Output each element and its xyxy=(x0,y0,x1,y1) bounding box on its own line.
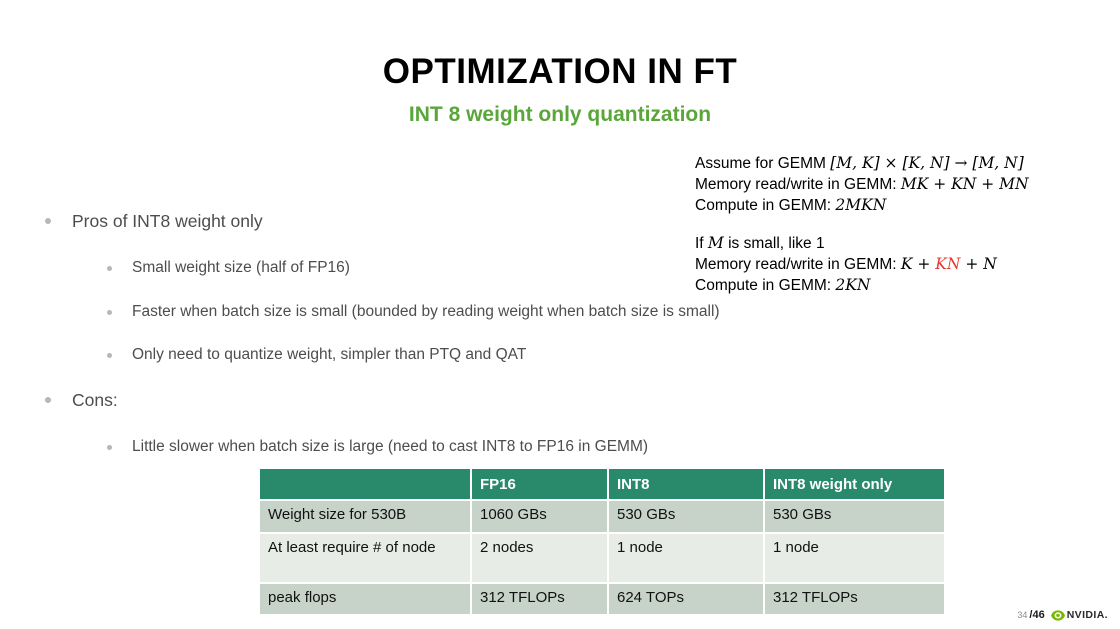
math-line: Assume for GEMM [M, K] × [K, N] → [M, N] xyxy=(695,153,1029,174)
bullet-text: Pros of INT8 weight only xyxy=(72,211,263,231)
page-number-current: 34 xyxy=(1017,610,1028,620)
math-line-text: Assume for GEMM xyxy=(695,155,831,172)
math-expression: 2MKN xyxy=(835,196,887,214)
table-cell: 312 TFLOPs xyxy=(470,582,609,616)
bullet-item: Faster when batch size is small (bounded… xyxy=(107,302,720,322)
table-header-row: FP16 INT8 INT8 weight only xyxy=(258,467,946,501)
math-expression: MK + KN + MN xyxy=(900,175,1029,193)
math-line-text: is small, like 1 xyxy=(723,235,825,252)
math-notes-block: Assume for GEMM [M, K] × [K, N] → [M, N]… xyxy=(695,153,1029,296)
math-line-text: Compute in GEMM: xyxy=(695,197,836,214)
bullet-item: Only need to quantize weight, simpler th… xyxy=(107,345,526,365)
column-header-fp16: FP16 xyxy=(470,467,609,501)
row-label: Weight size for 530B xyxy=(258,499,472,534)
math-line: Memory read/write in GEMM: K + KN + N xyxy=(695,254,1029,275)
table-cell: 1060 GBs xyxy=(470,499,609,534)
nvidia-logo: NVIDIA. xyxy=(1050,609,1108,621)
math-line: Memory read/write in GEMM: MK + KN + MN xyxy=(695,174,1029,195)
page-title: OPTIMIZATION IN FT xyxy=(382,52,738,91)
row-label: peak flops xyxy=(258,582,472,616)
math-line: Compute in GEMM: 2MKN xyxy=(695,195,1029,216)
bullet-text: Faster when batch size is small (bounded… xyxy=(132,303,720,320)
nvidia-wordmark: NVIDIA. xyxy=(1066,609,1108,621)
math-expression: + N xyxy=(960,255,997,273)
bullet-text: Little slower when batch size is large (… xyxy=(132,438,649,455)
bullet-icon xyxy=(45,218,51,224)
table-cell: 1 node xyxy=(607,532,765,584)
table-cell: 624 TOPs xyxy=(607,582,765,616)
table-cell: 2 nodes xyxy=(470,532,609,584)
bullet-icon xyxy=(107,266,112,271)
math-expression: M xyxy=(707,234,724,252)
math-line: Compute in GEMM: 2KN xyxy=(695,275,1029,296)
bullet-icon xyxy=(107,310,112,315)
nvidia-eye-icon xyxy=(1050,609,1065,621)
table-row-nodes: At least require # of node 2 nodes 1 nod… xyxy=(258,532,946,584)
column-header-int8: INT8 xyxy=(607,467,765,501)
column-header-int8-weight-only: INT8 weight only xyxy=(763,467,946,501)
bullet-icon xyxy=(107,445,112,450)
table-cell: 530 GBs xyxy=(607,499,765,534)
bullet-icon xyxy=(45,397,51,403)
table-row-peak-flops: peak flops 312 TFLOPs 624 TOPs 312 TFLOP… xyxy=(258,582,946,616)
footer: 34 /46 NVIDIA. xyxy=(1017,609,1108,621)
comparison-table: FP16 INT8 INT8 weight only Weight size f… xyxy=(258,467,946,616)
bullet-item-cons: Cons: xyxy=(45,389,118,411)
bullet-text: Cons: xyxy=(72,390,118,410)
bullet-text: Small weight size (half of FP16) xyxy=(132,259,350,276)
math-line-text: Memory read/write in GEMM: xyxy=(695,256,901,273)
page-number-total: /46 xyxy=(1029,609,1045,621)
column-header xyxy=(258,467,472,501)
bullet-item: Little slower when batch size is large (… xyxy=(107,437,648,457)
math-expression: 2KN xyxy=(835,276,871,294)
math-expression-highlight: KN xyxy=(935,255,961,273)
math-line-text: Memory read/write in GEMM: xyxy=(695,176,901,193)
math-expression: [M, K] × [K, N] → [M, N] xyxy=(830,154,1024,172)
bullet-text: Only need to quantize weight, simpler th… xyxy=(132,346,527,363)
table-cell: 1 node xyxy=(763,532,946,584)
math-line-text: Compute in GEMM: xyxy=(695,277,836,294)
bullet-item: Small weight size (half of FP16) xyxy=(107,258,350,278)
table-cell: 312 TFLOPs xyxy=(763,582,946,616)
math-line: If M is small, like 1 xyxy=(695,233,1029,254)
bullet-item-pros: Pros of INT8 weight only xyxy=(45,210,263,232)
row-label: At least require # of node xyxy=(258,532,472,584)
math-line-text: If xyxy=(695,235,708,252)
bullet-icon xyxy=(107,353,112,358)
math-expression: K + xyxy=(900,255,936,273)
page-subtitle: INT 8 weight only quantization xyxy=(408,103,712,126)
table-row-weight-size: Weight size for 530B 1060 GBs 530 GBs 53… xyxy=(258,499,946,534)
table-cell: 530 GBs xyxy=(763,499,946,534)
